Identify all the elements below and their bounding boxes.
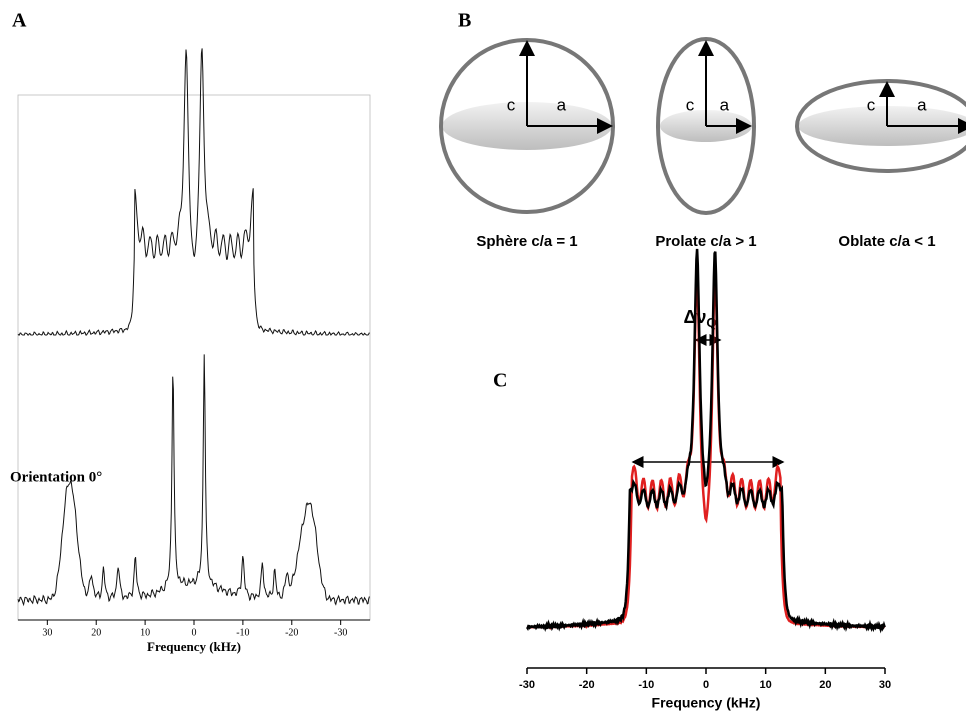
panel-label: B xyxy=(458,10,471,32)
ellipsoid xyxy=(656,37,756,215)
plot-frame xyxy=(17,94,371,621)
spectrum xyxy=(17,48,370,336)
x-tick-label: -10 xyxy=(236,627,249,638)
caption: Sphère c/a = 1 xyxy=(476,233,577,250)
annotation-sub: Q xyxy=(706,315,716,330)
caption: Oblate c/a < 1 xyxy=(838,233,935,250)
shapes: c a Sphère c/a = 1 c a Prolate c/a > 1 c a Oblat… xyxy=(439,37,966,250)
x-tick-label: 0 xyxy=(192,627,197,638)
x-tick-label: 0 xyxy=(703,679,709,691)
x-tick-label: 20 xyxy=(91,627,101,638)
x-axis-label: Frequency (kHz) xyxy=(147,639,241,654)
x-tick-label: -30 xyxy=(519,679,535,691)
axis-label: a xyxy=(917,95,927,114)
x-tick-label: 30 xyxy=(879,679,891,691)
panel-label: A xyxy=(12,10,27,32)
caption: Prolate c/a > 1 xyxy=(655,233,756,250)
x-tick-label: 20 xyxy=(819,679,831,691)
axis-label: a xyxy=(720,95,730,114)
axis-label: c xyxy=(686,95,695,114)
annotation: Orientation 0° xyxy=(10,469,102,485)
equatorial-disk xyxy=(798,106,966,146)
x-tick-label: 10 xyxy=(140,627,150,638)
x-tick-label: -10 xyxy=(638,679,654,691)
axis-label: c xyxy=(867,95,876,114)
x-axis-label: Frequency (kHz) xyxy=(652,695,761,711)
x-tick-label: -20 xyxy=(285,627,298,638)
spectrum-experimental xyxy=(525,248,886,634)
x-tick-label: -20 xyxy=(579,679,595,691)
x-tick-label: 30 xyxy=(42,627,52,638)
panel-label: C xyxy=(493,370,507,392)
axis-label: a xyxy=(557,95,567,114)
x-tick-label: -30 xyxy=(334,627,347,638)
spectrum xyxy=(17,354,370,607)
axis-label: c xyxy=(507,95,516,114)
x-tick-label: 10 xyxy=(760,679,772,691)
